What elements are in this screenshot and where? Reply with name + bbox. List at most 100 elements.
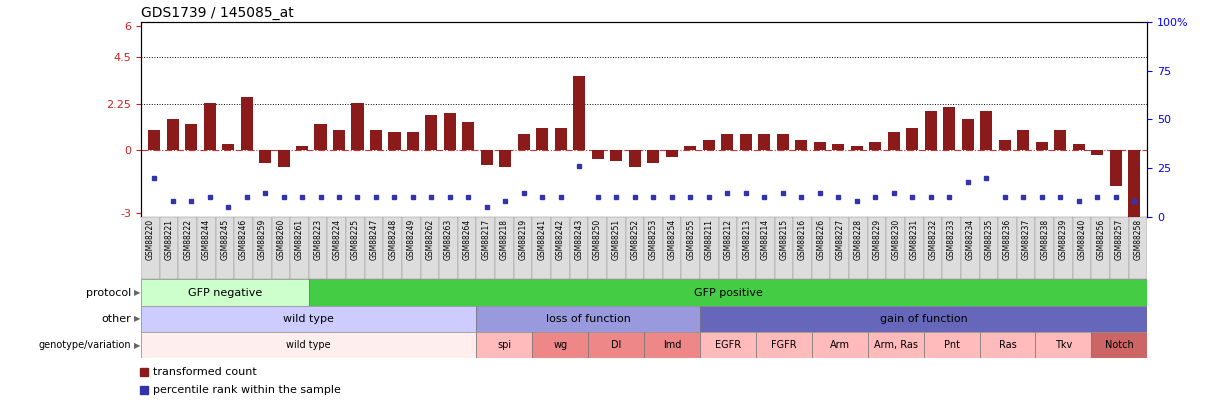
Bar (906, 217, 924, 279)
Bar (793, 217, 812, 279)
Bar (476, 217, 496, 279)
Text: transformed count: transformed count (153, 367, 258, 377)
Bar (496, 217, 514, 279)
Text: GSM88260: GSM88260 (276, 219, 286, 260)
Bar (924, 332, 979, 358)
Text: GSM88220: GSM88220 (146, 219, 155, 260)
Text: EGFR: EGFR (715, 340, 741, 350)
Bar (870, 142, 881, 151)
Bar (222, 144, 234, 151)
Bar (439, 217, 458, 279)
Bar (514, 217, 533, 279)
Bar (979, 217, 999, 279)
Text: GSM88225: GSM88225 (351, 219, 360, 260)
Text: Pnt: Pnt (944, 340, 960, 350)
Bar (569, 217, 588, 279)
Bar (758, 134, 771, 151)
Text: GSM88261: GSM88261 (294, 219, 304, 260)
Bar (314, 124, 326, 151)
Text: lmd: lmd (663, 340, 681, 350)
Bar (591, 151, 604, 159)
Bar (980, 111, 993, 151)
Bar (924, 217, 942, 279)
Text: GSM88254: GSM88254 (667, 219, 676, 260)
Text: ▶: ▶ (134, 314, 140, 324)
Bar (240, 97, 253, 151)
Bar (458, 217, 476, 279)
Text: gain of function: gain of function (880, 314, 968, 324)
Text: GSM88223: GSM88223 (314, 219, 323, 260)
Bar (756, 332, 812, 358)
Bar (701, 217, 719, 279)
Bar (588, 217, 607, 279)
Text: GFP negative: GFP negative (188, 288, 263, 298)
Bar (533, 332, 588, 358)
Bar (160, 217, 178, 279)
Bar (648, 151, 659, 163)
Text: Ras: Ras (999, 340, 1016, 350)
Text: Tkv: Tkv (1055, 340, 1072, 350)
Text: GSM88247: GSM88247 (369, 219, 378, 260)
Text: GSM88227: GSM88227 (836, 219, 844, 260)
Text: GSM88237: GSM88237 (1022, 219, 1031, 260)
Text: GSM88214: GSM88214 (761, 219, 769, 260)
Bar (533, 217, 551, 279)
Bar (644, 332, 701, 358)
Bar (756, 217, 774, 279)
Bar (216, 217, 234, 279)
Text: GSM88230: GSM88230 (891, 219, 901, 260)
Text: GSM88221: GSM88221 (164, 219, 173, 260)
Bar (925, 111, 937, 151)
Bar (296, 146, 308, 151)
Bar (1091, 151, 1103, 155)
Text: protocol: protocol (86, 288, 131, 298)
Bar (850, 146, 863, 151)
Bar (701, 306, 1147, 332)
Bar (259, 151, 271, 163)
Text: GSM88251: GSM88251 (612, 219, 621, 260)
Bar (204, 103, 216, 151)
Bar (148, 130, 160, 151)
Text: FGFR: FGFR (771, 340, 796, 350)
Bar (481, 151, 493, 165)
Text: GSM88240: GSM88240 (1077, 219, 1087, 260)
Bar (795, 140, 807, 151)
Bar (1036, 142, 1048, 151)
Text: GSM88242: GSM88242 (556, 219, 564, 260)
Bar (979, 332, 1036, 358)
Bar (1129, 151, 1140, 233)
Bar (666, 151, 679, 157)
Bar (907, 128, 918, 151)
Bar (383, 217, 402, 279)
Text: GSM88212: GSM88212 (724, 219, 733, 260)
Bar (812, 217, 831, 279)
Bar (1091, 332, 1147, 358)
Text: wg: wg (553, 340, 567, 350)
Bar (685, 146, 697, 151)
Bar (536, 128, 548, 151)
Text: GSM88259: GSM88259 (258, 219, 266, 260)
Bar (999, 140, 1011, 151)
Bar (364, 217, 383, 279)
Bar (1017, 217, 1036, 279)
Bar (198, 217, 216, 279)
Text: wild type: wild type (283, 314, 334, 324)
Bar (832, 144, 844, 151)
Bar (253, 217, 271, 279)
Bar (141, 279, 309, 306)
Text: GSM88215: GSM88215 (779, 219, 789, 260)
Text: GSM88228: GSM88228 (854, 219, 863, 260)
Text: GSM88213: GSM88213 (742, 219, 751, 260)
Bar (476, 306, 701, 332)
Text: other: other (102, 314, 131, 324)
Text: GSM88229: GSM88229 (872, 219, 881, 260)
Bar (371, 130, 382, 151)
Bar (407, 132, 418, 151)
Text: wild type: wild type (286, 340, 331, 350)
Text: GSM88218: GSM88218 (499, 219, 509, 260)
Bar (1036, 217, 1054, 279)
Bar (271, 217, 290, 279)
Text: GFP positive: GFP positive (693, 288, 762, 298)
Bar (1110, 217, 1129, 279)
Bar (518, 134, 530, 151)
